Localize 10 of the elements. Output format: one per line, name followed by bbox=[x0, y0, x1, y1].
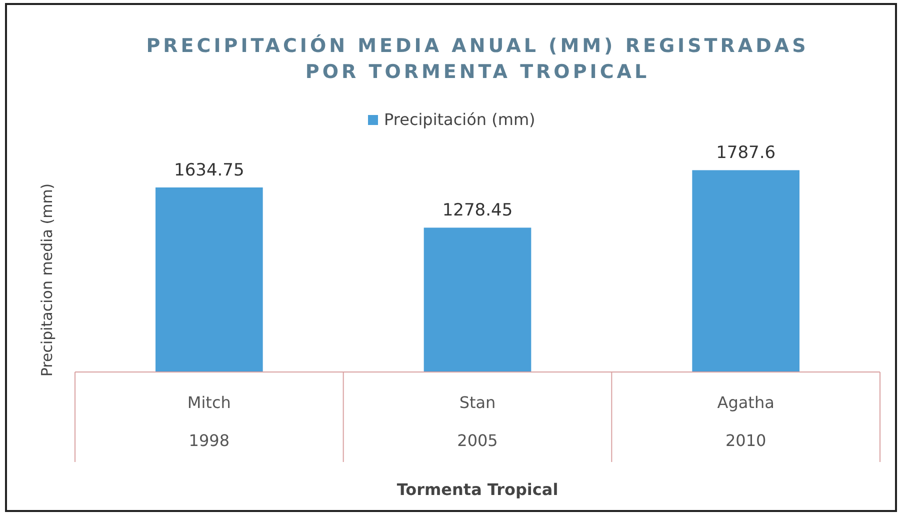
legend-label: Precipitación (mm) bbox=[384, 110, 536, 129]
x-tick-label: Agatha 2010 bbox=[717, 393, 774, 450]
chart-title: PRECIPITACIÓN MEDIA ANUAL (MM) REGISTRADAS POR TORMENTA TROPICAL bbox=[146, 34, 809, 83]
data-label: 1787.6 bbox=[716, 143, 776, 164]
data-label: 1634.75 bbox=[174, 160, 244, 180]
data-label: 1278.45 bbox=[442, 200, 513, 221]
x-tick-label: Mitch 1998 bbox=[187, 393, 231, 450]
y-axis-title: Precipitacion media (mm) bbox=[38, 183, 56, 377]
x-axis-title: Tormenta Tropical bbox=[396, 480, 558, 499]
x-tick-label: Stan 2005 bbox=[457, 393, 498, 450]
